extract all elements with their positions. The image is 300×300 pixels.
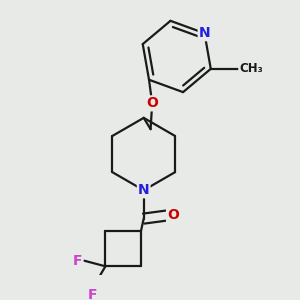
Text: F: F [88, 288, 98, 300]
Text: O: O [167, 208, 179, 223]
Text: N: N [138, 183, 149, 197]
Text: O: O [146, 96, 158, 110]
Text: CH₃: CH₃ [239, 62, 263, 75]
Text: F: F [73, 254, 82, 268]
Text: N: N [199, 26, 210, 40]
